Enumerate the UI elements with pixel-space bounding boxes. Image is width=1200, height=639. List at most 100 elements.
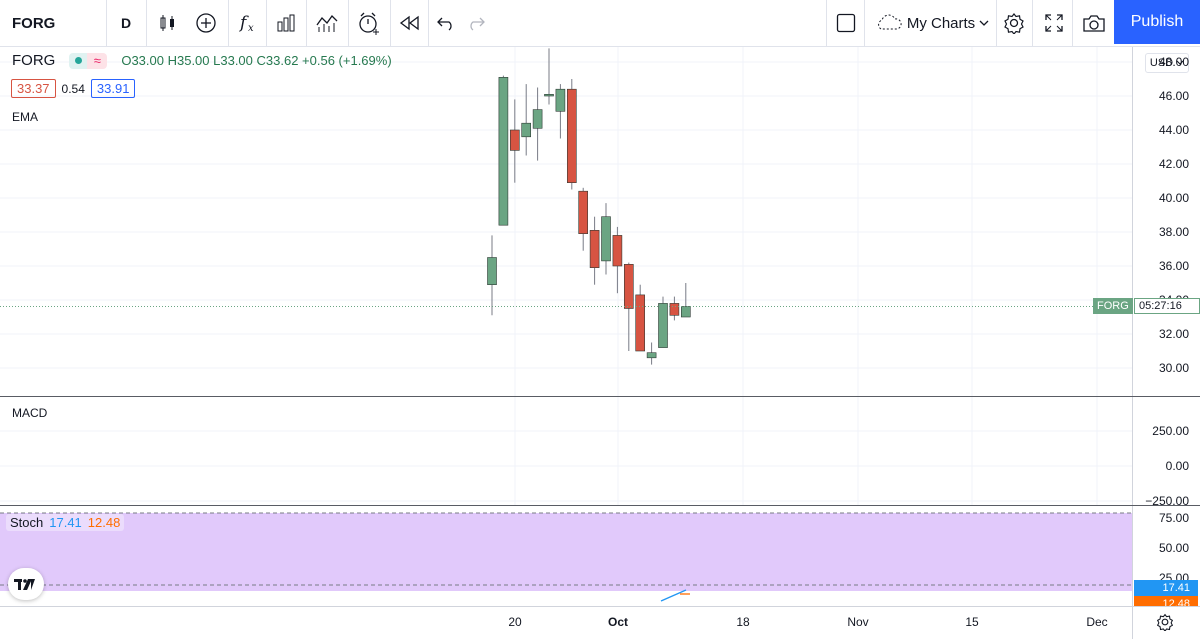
svg-text:x: x [248, 23, 254, 34]
toolbar-separator [266, 0, 267, 46]
price-chart[interactable] [0, 47, 1132, 396]
macd-legend[interactable]: MACD [12, 406, 47, 420]
alert-clock-icon[interactable] [354, 0, 384, 46]
price-axis[interactable]: USD 48.00 46.00 44.00 42.00 40.00 38.00 36.00 3… [1132, 47, 1200, 396]
templates-icon[interactable] [312, 0, 342, 46]
legend-ohlc: O33.00 H35.00 L33.00 C33.62 +0.56 (+1.69… [121, 53, 392, 68]
toolbar-separator [390, 0, 391, 46]
last-price-symbol-tag: FORG [1093, 298, 1133, 315]
main-chart-pane[interactable] [0, 47, 1132, 396]
bid-ask-row: 33.37 0.54 33.91 [11, 79, 136, 98]
camera-snapshot-icon[interactable] [1080, 0, 1108, 46]
interval-button[interactable]: D [120, 15, 132, 31]
main-legend: FORG ≈ O33.00 H35.00 L33.00 C33.62 +0.56… [12, 52, 392, 69]
redo-icon[interactable] [464, 0, 488, 46]
delayed-data-icon: ≈ [87, 52, 108, 69]
time-axis[interactable]: 20 Oct 18 Nov 15 Dec [0, 606, 1200, 639]
candle [544, 48, 554, 105]
time-tick-label: Dec [1086, 615, 1108, 629]
replay-rewind-icon[interactable] [396, 0, 424, 46]
candle-body [589, 230, 600, 269]
candle-body [635, 294, 646, 352]
candle [532, 87, 543, 161]
pane-divider[interactable] [0, 396, 1200, 397]
toolbar-separator [306, 0, 307, 46]
spread-value: 0.54 [61, 81, 85, 96]
price-tick-label: 38.00 [1158, 225, 1189, 239]
time-tick-label: Oct [607, 615, 629, 629]
candle-body [612, 235, 623, 267]
settings-gear-icon[interactable] [1000, 0, 1028, 46]
macd-tick-label: −250.00 [1145, 494, 1189, 508]
stoch-k-line [660, 589, 687, 602]
candle [680, 283, 691, 318]
my-charts-button[interactable]: My Charts [872, 0, 992, 46]
price-tick-label: 32.00 [1158, 327, 1189, 341]
stoch-tick-label: 75.00 [1158, 511, 1189, 525]
stoch-label: Stoch [10, 515, 44, 530]
candle [578, 187, 589, 251]
toolbar-separator [1072, 0, 1073, 46]
candle-body [509, 129, 520, 151]
price-tick-label: 46.00 [1158, 89, 1189, 103]
chart-settings-gear-icon[interactable] [1156, 613, 1174, 636]
legend-symbol[interactable]: FORG [12, 52, 56, 69]
time-tick-label: Nov [847, 615, 869, 629]
layout-select-icon[interactable] [834, 0, 858, 46]
candle-body [566, 88, 577, 184]
financials-icon[interactable] [272, 0, 300, 46]
macd-pane[interactable] [0, 397, 1132, 505]
axis-corner-divider [1132, 607, 1133, 639]
candle [658, 296, 668, 348]
price-tick-label: 44.00 [1158, 123, 1189, 137]
bid-price-button[interactable]: 33.37 [11, 79, 56, 98]
candle [612, 226, 623, 294]
undo-icon[interactable] [434, 0, 458, 46]
stoch-d-tag: 12.48 [1134, 596, 1198, 606]
candle-body [601, 216, 611, 262]
toolbar-separator [228, 0, 229, 46]
fullscreen-icon[interactable] [1040, 0, 1068, 46]
candle-body [487, 257, 497, 286]
cloud-icon [877, 14, 902, 30]
candle [601, 203, 611, 275]
toolbar-separator [428, 0, 429, 46]
symbol-search-button[interactable]: FORG [12, 14, 56, 32]
stoch-tick-label: 50.00 [1158, 541, 1189, 555]
stoch-band-background [0, 513, 1132, 591]
time-tick-label: 18 [736, 615, 750, 629]
candle [509, 99, 520, 183]
chevron-down-icon [1176, 60, 1184, 65]
candle-body [521, 122, 532, 138]
stoch-pane[interactable] [0, 506, 1132, 606]
countdown-tag: 05:27:16 [1134, 298, 1200, 315]
candle-body [578, 190, 589, 234]
toolbar-separator [826, 0, 827, 46]
macd-tick-label: 250.00 [1152, 424, 1189, 438]
tradingview-logo-icon[interactable] [8, 568, 44, 600]
ask-price-button[interactable]: 33.91 [90, 79, 136, 98]
ema-legend[interactable]: EMA [12, 110, 38, 124]
currency-selector[interactable]: USD [1145, 53, 1189, 73]
candle [566, 79, 577, 190]
price-tick-label: 36.00 [1158, 259, 1189, 273]
toolbar-separator [864, 0, 865, 46]
candles-style-icon[interactable] [154, 0, 182, 46]
market-open-dot-icon [69, 52, 88, 69]
candle-body [658, 303, 668, 348]
candle [623, 262, 634, 351]
candle [487, 235, 497, 316]
stoch-legend[interactable]: Stoch 17.41 12.48 [6, 514, 125, 531]
candle [498, 75, 509, 226]
compare-add-icon[interactable] [192, 0, 220, 46]
publish-button[interactable]: Publish [1114, 0, 1200, 44]
chevron-down-icon [979, 20, 989, 26]
candle [646, 342, 657, 365]
my-charts-label: My Charts [906, 14, 976, 32]
stoch-chart [0, 512, 1132, 602]
macd-axis[interactable]: 250.00 0.00 −250.00 [1132, 397, 1200, 508]
candle-body [544, 93, 554, 97]
pane-divider[interactable] [0, 505, 1200, 506]
candle-body [623, 264, 634, 309]
